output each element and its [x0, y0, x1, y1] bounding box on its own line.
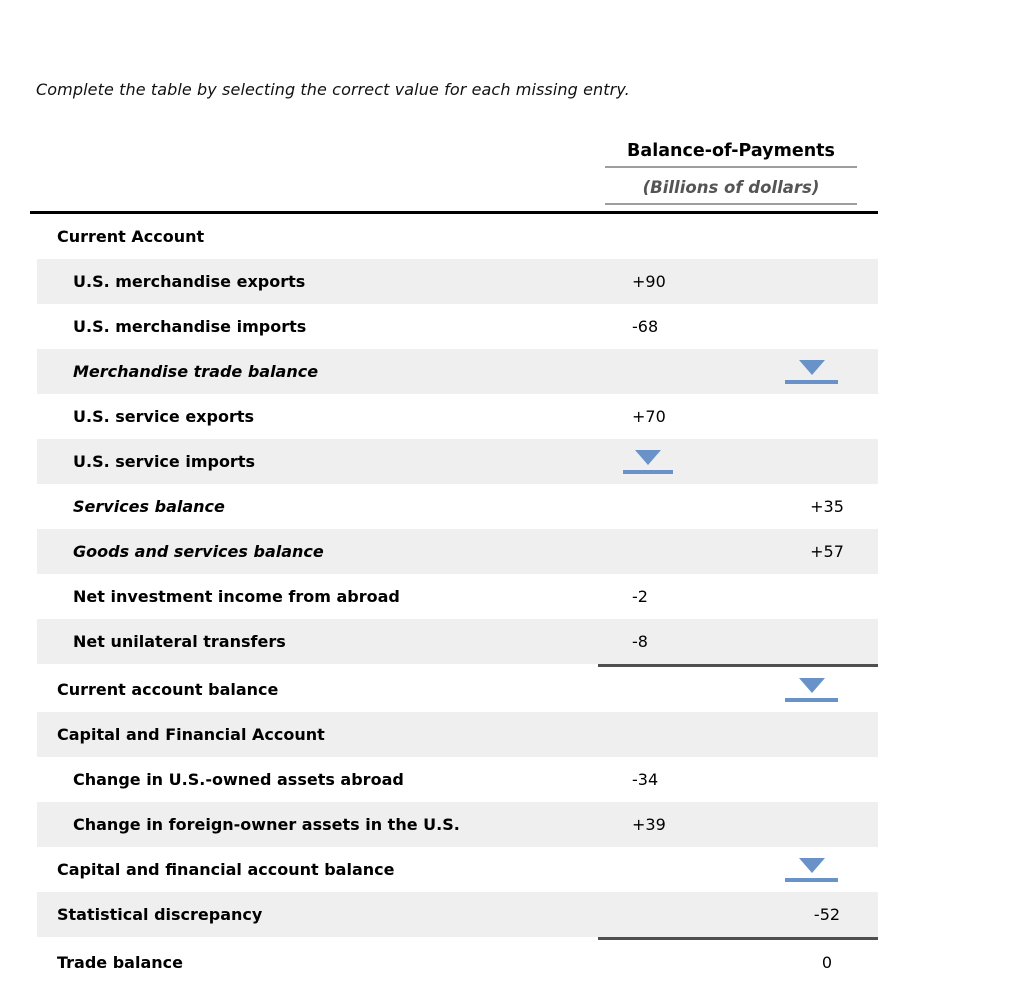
row-label: Current account balance — [57, 680, 279, 699]
value-col1: -2 — [632, 587, 648, 606]
instruction-text: Complete the table by selecting the corr… — [36, 80, 630, 99]
row-label: Current Account — [57, 227, 205, 246]
dropdown-underline — [785, 697, 838, 702]
row-label: Statistical discrepancy — [57, 905, 263, 924]
row-label: U.S. service imports — [73, 452, 255, 471]
table-row: U.S. service imports — [37, 439, 878, 484]
dropdown-underline — [785, 877, 838, 882]
table-row: Services balance +35 — [37, 484, 878, 529]
balance-of-payments-table: Balance-of-Payments (Billions of dollars… — [30, 140, 878, 985]
row-label: U.S. merchandise exports — [73, 272, 306, 291]
dropdown-select[interactable] — [785, 677, 838, 702]
table-row: Change in foreign-owner assets in the U.… — [37, 802, 878, 847]
row-label: Merchandise trade balance — [73, 362, 319, 381]
dropdown-arrow-icon — [798, 857, 825, 873]
dropdown-select[interactable] — [785, 359, 838, 384]
table-body: Current Account U.S. merchandise exports +… — [30, 211, 878, 985]
dropdown-arrow-icon — [798, 359, 825, 375]
value-col2: 0 — [821, 953, 833, 972]
value-col1: +39 — [632, 815, 666, 834]
value-col1: +90 — [632, 272, 666, 291]
dropdown-select[interactable] — [785, 857, 838, 882]
value-col1: -34 — [632, 770, 659, 789]
row-label: Capital and financial account balance — [57, 860, 395, 879]
row-label: U.S. service exports — [73, 407, 255, 426]
row-label: Net unilateral transfers — [73, 632, 286, 651]
column-subtitle: (Billions of dollars) — [605, 168, 857, 205]
row-label: Goods and services balance — [73, 542, 324, 561]
sum-line-ink — [598, 664, 878, 667]
row-label: Change in U.S.-owned assets abroad — [73, 770, 404, 789]
row-label: Services balance — [73, 497, 225, 516]
table-row: Goods and services balance +57 — [37, 529, 878, 574]
dropdown-arrow-icon — [798, 677, 825, 693]
value-col2: +57 — [810, 542, 844, 561]
row-label: Capital and Financial Account — [57, 725, 325, 744]
row-label: Change in foreign-owner assets in the U.… — [73, 815, 460, 834]
table-row: Merchandise trade balance — [37, 349, 878, 394]
table-row: Trade balance 0 — [37, 940, 878, 985]
value-col2: +35 — [810, 497, 844, 516]
value-col2: -52 — [813, 905, 841, 924]
value-col1: -68 — [632, 317, 659, 336]
table-column-header: Balance-of-Payments (Billions of dollars… — [605, 140, 857, 205]
value-col1: +70 — [632, 407, 666, 426]
dropdown-underline — [785, 379, 838, 384]
value-col1: -8 — [632, 632, 648, 651]
row-label: U.S. merchandise imports — [73, 317, 307, 336]
table-row: Net investment income from abroad -2 — [37, 574, 878, 619]
sum-line — [37, 664, 878, 667]
dropdown-select[interactable] — [623, 449, 673, 474]
row-label: Net investment income from abroad — [73, 587, 400, 606]
sum-line-ink — [598, 937, 878, 940]
table-row: Current account balance — [37, 667, 878, 712]
row-label: Trade balance — [57, 953, 183, 972]
table-row: Statistical discrepancy -52 — [37, 892, 878, 937]
table-row: Capital and Financial Account — [37, 712, 878, 757]
table-row: Capital and financial account balance — [37, 847, 878, 892]
table-row: Net unilateral transfers -8 — [37, 619, 878, 664]
table-row: Change in U.S.-owned assets abroad -34 — [37, 757, 878, 802]
sum-line — [37, 937, 878, 940]
table-row: U.S. merchandise imports -68 — [37, 304, 878, 349]
column-title: Balance-of-Payments — [605, 140, 857, 168]
table-row: U.S. merchandise exports +90 — [37, 259, 878, 304]
table-row: Current Account — [37, 214, 878, 259]
dropdown-underline — [623, 469, 673, 474]
dropdown-arrow-icon — [635, 449, 661, 465]
table-row: U.S. service exports +70 — [37, 394, 878, 439]
